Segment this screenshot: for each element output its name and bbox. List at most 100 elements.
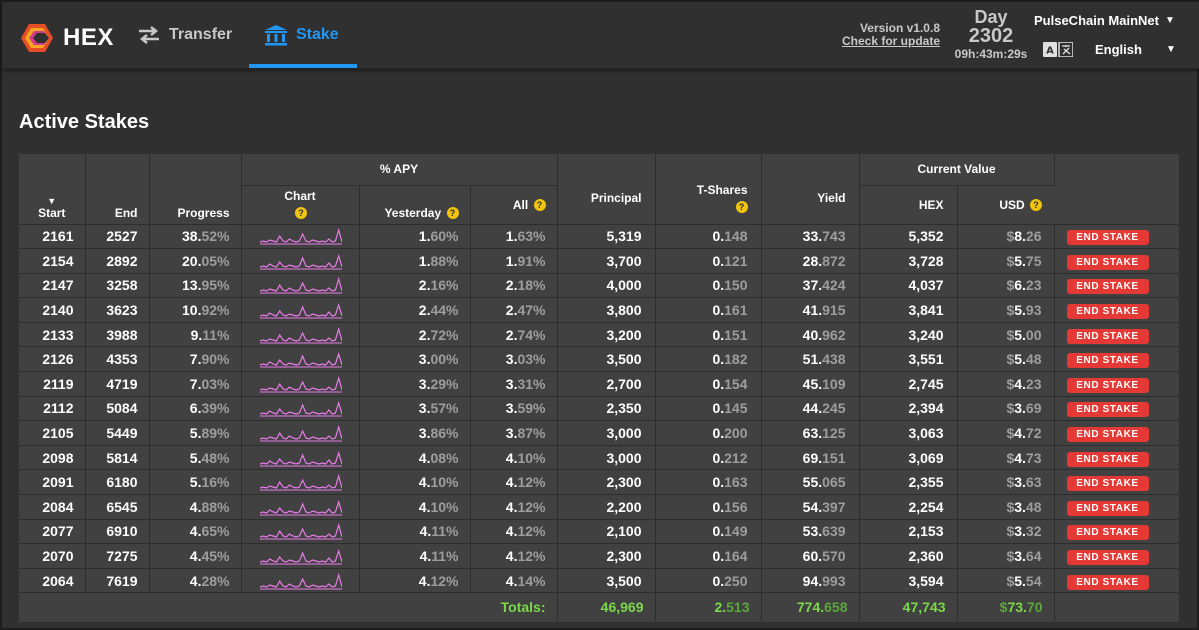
help-icon[interactable]: ?	[446, 207, 459, 220]
network-selector[interactable]: PulseChain MainNet ▼	[1034, 13, 1175, 28]
end-stake-button[interactable]: END STAKE	[1066, 377, 1149, 393]
stake-usd-int: 5.	[1014, 351, 1026, 368]
end-stake-button[interactable]: END STAKE	[1066, 500, 1149, 516]
stake-action-cell: END STAKE	[1054, 494, 1179, 520]
tab-stake[interactable]: Stake	[249, 2, 357, 68]
stake-apy-yesterday: 2.72%	[359, 322, 471, 348]
col-header-actions	[1054, 154, 1179, 225]
stake-hex-value: 4,037	[859, 273, 958, 299]
stake-apy-yesterday-int: 4.	[418, 474, 431, 491]
stake-hex-value: 3,063	[859, 420, 958, 446]
stake-apy-yesterday-int: 3.	[418, 375, 431, 392]
language-selector[interactable]: A English ▼	[1043, 42, 1176, 57]
stake-chart-cell	[241, 568, 360, 594]
stake-progress: 5.16%	[149, 469, 242, 496]
stake-hex-value: 2,355	[859, 469, 958, 496]
stake-yield-int: 51.	[802, 351, 823, 368]
col-header-chart: Chart ?	[241, 185, 360, 225]
stake-usd-value: $6.23	[957, 273, 1055, 299]
stake-principal: 3,000	[557, 420, 656, 446]
col-header-all[interactable]: All ?	[470, 185, 558, 225]
stake-usd-frac: 00	[1025, 326, 1042, 343]
stake-chart-cell	[241, 224, 360, 250]
stake-yield-int: 63.	[802, 425, 823, 442]
end-stake-button[interactable]: END STAKE	[1066, 525, 1149, 541]
stake-chart-cell	[241, 322, 360, 348]
help-icon[interactable]: ?	[533, 199, 546, 212]
hex-logo-icon	[21, 24, 53, 52]
stakes-table-container: ▼ Start End Progress % APY Principal T-S…	[19, 154, 1179, 622]
stake-yield-int: 60.	[802, 548, 823, 565]
end-stake-button[interactable]: END STAKE	[1066, 254, 1149, 270]
col-header-usd[interactable]: USD ?	[957, 185, 1054, 225]
stake-sparkline	[259, 572, 342, 590]
help-icon[interactable]: ?	[1030, 199, 1042, 212]
stake-apy-yesterday: 4.08%	[359, 445, 471, 471]
col-header-end[interactable]: End	[85, 154, 150, 225]
col-header-progress[interactable]: Progress	[149, 154, 242, 225]
end-stake-button[interactable]: END STAKE	[1066, 574, 1149, 590]
stake-row: 2119 4719 7.03% 3.29% 3.31% 2,700 0.154 45.109 2…	[19, 371, 1179, 397]
stake-apy-all-frac: 14%	[517, 572, 546, 589]
end-stake-button[interactable]: END STAKE	[1066, 328, 1149, 344]
translate-icon: A	[1043, 42, 1073, 57]
hex-logo[interactable]: HEX	[17, 21, 114, 55]
stake-principal: 4,000	[557, 273, 656, 299]
help-icon[interactable]: ?	[295, 207, 307, 220]
stake-yield-int: 53.	[802, 523, 823, 540]
stake-progress-int: 5.	[189, 474, 202, 491]
stake-tshares-frac: 150	[724, 277, 748, 294]
col-header-principal[interactable]: Principal	[557, 154, 656, 225]
check-update-link[interactable]: Check for update	[841, 34, 940, 48]
col-header-yesterday[interactable]: Yesterday ?	[359, 185, 471, 225]
stake-apy-yesterday: 1.60%	[359, 224, 471, 250]
sparkline-path	[259, 424, 342, 440]
stake-progress: 6.39%	[149, 396, 242, 422]
stake-chart-cell	[241, 519, 360, 545]
stake-tshares: 0.163	[655, 469, 762, 496]
sparkline-path	[259, 352, 342, 366]
stake-apy-all-frac: 47%	[517, 302, 546, 319]
stake-tshares-frac: 151	[724, 326, 748, 343]
end-stake-button[interactable]: END STAKE	[1066, 476, 1149, 492]
stake-yield: 28.872	[761, 248, 860, 274]
stake-usd-int: 6.	[1014, 277, 1026, 294]
stake-yield-int: 94.	[802, 572, 823, 589]
stake-apy-yesterday: 3.57%	[359, 396, 471, 422]
stake-end: 5449	[85, 420, 150, 446]
stake-end: 5084	[85, 396, 150, 422]
stake-usd-symbol: $	[1006, 228, 1015, 245]
stake-tshares: 0.121	[655, 248, 762, 274]
col-header-tshares[interactable]: T-Shares ?	[655, 154, 762, 225]
stake-usd-frac: 26	[1025, 228, 1042, 245]
end-stake-button[interactable]: END STAKE	[1066, 230, 1149, 246]
col-header-yield[interactable]: Yield	[761, 154, 860, 225]
stake-apy-yesterday-int: 2.	[418, 326, 431, 343]
stake-usd-value: $3.69	[957, 396, 1055, 422]
stake-usd-value: $8.26	[957, 224, 1055, 250]
stake-progress-frac: 65%	[201, 523, 230, 540]
stake-apy-all: 4.14%	[470, 568, 558, 594]
end-stake-button[interactable]: END STAKE	[1066, 353, 1149, 369]
end-stake-button[interactable]: END STAKE	[1066, 279, 1149, 295]
col-header-hex[interactable]: HEX	[859, 185, 958, 225]
end-stake-button[interactable]: END STAKE	[1066, 402, 1149, 418]
col-header-start[interactable]: ▼ Start	[19, 154, 86, 225]
tab-transfer[interactable]: Transfer	[137, 2, 232, 68]
stake-apy-yesterday-frac: 57%	[430, 400, 459, 417]
stake-action-cell: END STAKE	[1054, 445, 1179, 471]
end-stake-button[interactable]: END STAKE	[1066, 550, 1149, 566]
stake-tshares-int: 0.	[712, 228, 725, 245]
end-stake-button[interactable]: END STAKE	[1066, 451, 1149, 467]
stake-usd-frac: 23	[1025, 375, 1042, 392]
stake-tshares-frac: 182	[724, 351, 748, 368]
stake-apy-yesterday: 4.11%	[359, 543, 471, 569]
stake-yield-frac: 743	[822, 228, 846, 245]
stake-end: 6910	[85, 519, 150, 545]
sparkline-path	[259, 228, 342, 244]
end-stake-button[interactable]: END STAKE	[1066, 304, 1149, 320]
help-icon[interactable]: ?	[735, 200, 748, 213]
stake-hex-value: 3,594	[859, 568, 958, 594]
stake-usd-symbol: $	[1006, 302, 1015, 319]
end-stake-button[interactable]: END STAKE	[1066, 427, 1149, 443]
